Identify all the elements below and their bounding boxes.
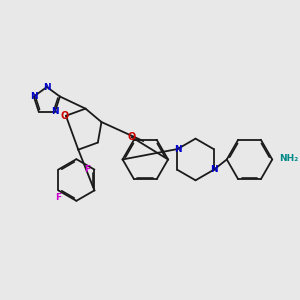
Text: O: O (61, 111, 69, 121)
Text: F: F (55, 193, 61, 202)
Text: N: N (51, 107, 59, 116)
Text: O: O (128, 132, 136, 142)
Text: N: N (174, 145, 181, 154)
Text: N: N (43, 82, 51, 91)
Text: NH₂: NH₂ (279, 154, 298, 163)
Text: F: F (85, 165, 91, 174)
Text: N: N (30, 92, 38, 101)
Text: N: N (210, 165, 218, 174)
